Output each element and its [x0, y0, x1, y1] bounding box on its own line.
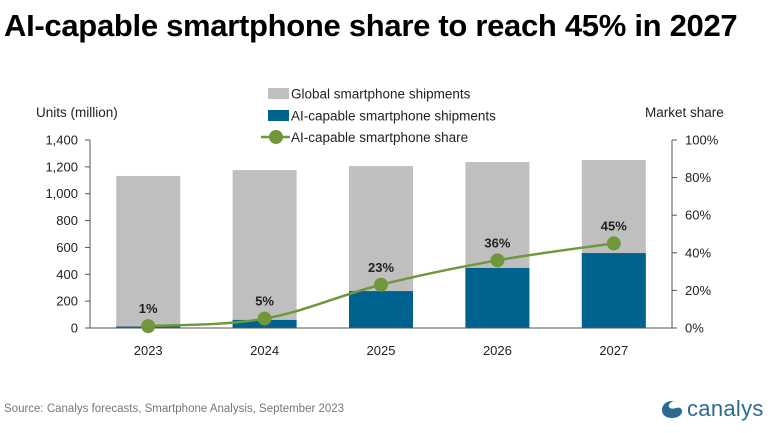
canalys-logo-text: canalys	[687, 396, 764, 421]
bar-global-2023	[116, 175, 181, 328]
share-data-label: 5%	[255, 294, 274, 309]
right-axis-title: Market share	[645, 105, 724, 120]
left-tick-label: 1,400	[45, 133, 78, 148]
share-point-2023	[141, 319, 156, 334]
left-tick-label: 1,000	[45, 186, 78, 201]
bar-ai-2027	[581, 253, 646, 328]
share-data-label: 23%	[368, 260, 394, 275]
chart-title: AI-capable smartphone share to reach 45%…	[4, 8, 738, 43]
left-tick-label: 400	[56, 267, 78, 282]
legend-label-share: AI-capable smartphone share	[291, 130, 468, 145]
canalys-logo: canalys	[661, 396, 764, 422]
right-tick-label: 80%	[685, 170, 711, 185]
legend-swatch-global	[268, 88, 289, 99]
x-tick-label: 2026	[483, 343, 512, 358]
share-point-2025	[374, 277, 388, 292]
source-note: Source: Canalys forecasts, Smartphone An…	[4, 403, 345, 415]
legend-swatch-share-marker	[269, 130, 283, 144]
share-point-2027	[606, 236, 621, 251]
bar-global-2024	[232, 170, 297, 328]
share-data-label: 36%	[484, 235, 510, 250]
share-point-2024	[257, 311, 272, 326]
right-tick-label: 20%	[685, 283, 711, 298]
left-tick-label: 0	[71, 321, 78, 336]
left-tick-label: 200	[56, 294, 78, 309]
left-tick-label: 600	[56, 240, 78, 255]
canalys-swirl-icon	[662, 401, 682, 418]
legend-label-global: Global smartphone shipments	[291, 87, 471, 102]
bar-ai-2026	[465, 267, 530, 328]
legend-swatch-ai	[268, 110, 289, 121]
right-tick-label: 0%	[685, 321, 704, 336]
legend-label-ai: AI-capable smartphone shipments	[291, 109, 496, 124]
bar-ai-2025	[349, 291, 413, 328]
right-tick-label: 60%	[685, 208, 711, 223]
x-tick-label: 2025	[367, 343, 396, 358]
x-tick-label: 2023	[134, 343, 163, 358]
x-tick-label: 2027	[599, 343, 628, 358]
left-tick-label: 800	[56, 213, 78, 228]
x-tick-label: 2024	[250, 343, 279, 358]
left-axis-title: Units (million)	[36, 105, 118, 120]
share-data-label: 1%	[139, 301, 158, 316]
share-data-label: 45%	[601, 218, 627, 233]
right-tick-label: 40%	[685, 245, 711, 260]
right-tick-label: 100%	[685, 133, 719, 148]
left-tick-label: 1,200	[45, 159, 78, 174]
share-point-2026	[490, 253, 505, 268]
